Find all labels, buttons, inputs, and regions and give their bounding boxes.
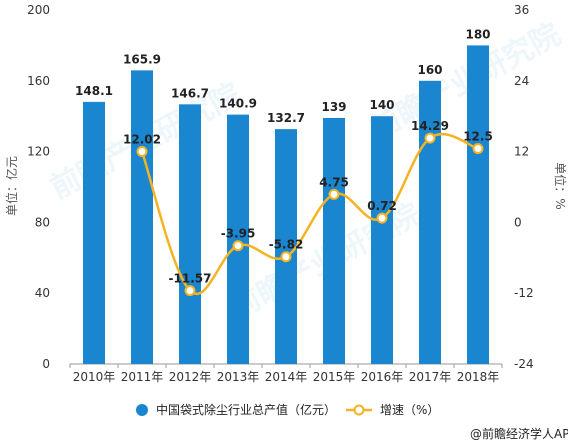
bar (179, 104, 201, 364)
x-tick-label: 2013年 (217, 370, 260, 384)
y2-tick-label: 12 (514, 145, 529, 159)
y-tick-label: 0 (42, 357, 50, 371)
bar (371, 116, 393, 364)
bar (275, 129, 297, 364)
line-value-label: 12.02 (123, 132, 161, 146)
y-tick-label: 160 (27, 74, 50, 88)
line-value-label: -11.57 (169, 272, 212, 286)
axes: 0 40 80 120 160 200 -24 -12 0 12 24 36 2010年 2011年 201… (27, 3, 534, 384)
legend: 中国袋式除尘行业总产值（亿元） 增速（%） (136, 402, 439, 417)
line-series: 12.02 -11.57 -3.95 -5.82 4.75 0.72 14.29 12.5 (123, 119, 493, 297)
bar (467, 45, 489, 365)
bar (227, 114, 249, 365)
line-point (376, 212, 388, 224)
bar-value-label: 165.9 (123, 52, 161, 66)
line-point (232, 240, 244, 252)
line-point (184, 285, 196, 297)
bar-value-label: 139 (321, 100, 346, 114)
bar (323, 117, 345, 364)
bar (131, 70, 153, 365)
y2-axis-label: 单位：% (553, 162, 568, 209)
line-point (424, 132, 436, 144)
legend-line-marker (353, 404, 365, 416)
x-tick-label: 2016年 (361, 370, 404, 384)
bar-value-label: 140 (369, 98, 394, 112)
y2-tick-label: 24 (514, 74, 529, 88)
x-tick-label: 2018年 (457, 370, 500, 384)
line-point (328, 188, 340, 200)
bar-value-label: 148.1 (75, 84, 113, 98)
y2-tick-label: 0 (514, 215, 522, 229)
y-tick-label: 200 (27, 3, 50, 17)
x-tick-label: 2012年 (169, 370, 212, 384)
legend-bar-label: 中国袋式除尘行业总产值（亿元） (156, 402, 336, 417)
y-tick-label: 80 (35, 215, 50, 229)
legend-bar-marker (136, 404, 148, 416)
bar-series: 148.1 165.9 146.7 140.9 132.7 139 140 160 180 (75, 27, 491, 365)
x-tick-label: 2015年 (313, 370, 356, 384)
x-tick-label: 2010年 (73, 370, 116, 384)
y2-tick-label: -24 (514, 357, 534, 371)
y-tick-label: 120 (27, 145, 50, 159)
line-value-label: 14.29 (411, 119, 449, 133)
line-value-label: -3.95 (221, 227, 256, 241)
x-tick-label: 2014年 (265, 370, 308, 384)
line-value-label: 4.75 (319, 175, 349, 189)
bar-value-label: 160 (417, 63, 442, 77)
bar (83, 101, 105, 364)
line-value-label: 0.72 (367, 199, 397, 213)
y2-tick-label: 36 (514, 3, 529, 17)
x-tick-label: 2011年 (121, 370, 164, 384)
line-value-label: -5.82 (269, 238, 304, 252)
source-note: @前瞻经济学人APP (470, 426, 568, 441)
y-axis-label: 单位：亿元 (4, 156, 19, 216)
legend-line-label: 增速（%） (380, 403, 439, 417)
line-point (472, 143, 484, 155)
line-value-label: 12.5 (463, 130, 493, 144)
line-point (280, 251, 292, 263)
bar-value-label: 180 (465, 27, 490, 41)
y-tick-label: 40 (35, 286, 50, 300)
line-point (136, 145, 148, 157)
y2-tick-label: -12 (514, 286, 534, 300)
bar-value-label: 140.9 (219, 97, 257, 111)
bar-value-label: 132.7 (267, 111, 305, 125)
bar-value-label: 146.7 (171, 86, 209, 100)
bar (419, 80, 441, 365)
x-tick-label: 2017年 (409, 370, 452, 384)
